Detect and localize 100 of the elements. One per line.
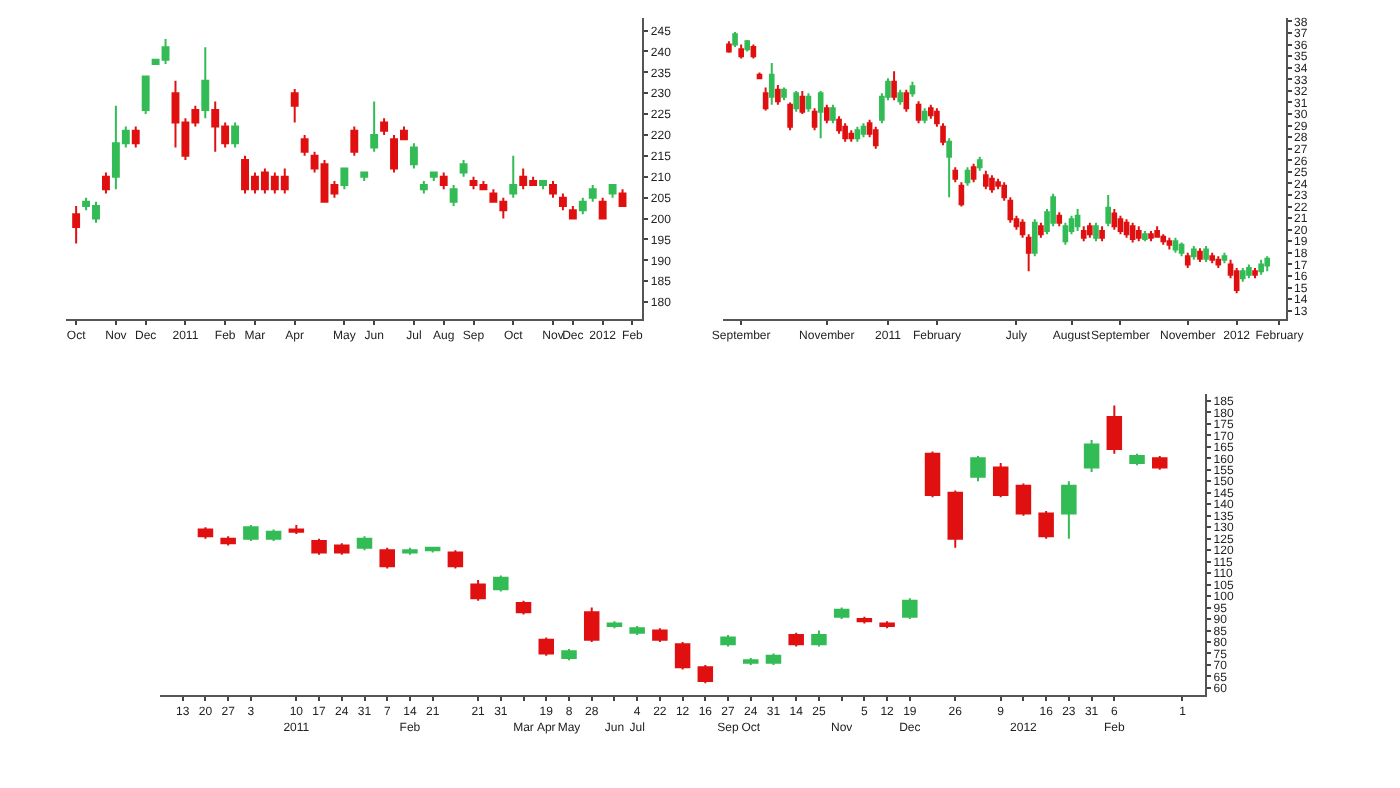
candlestick — [449, 184, 458, 207]
candlestick — [618, 188, 627, 207]
candlestick — [897, 88, 904, 106]
candlestick — [726, 40, 732, 54]
candlestick — [983, 169, 989, 191]
candlestick — [1135, 225, 1142, 243]
candlestick — [744, 38, 751, 53]
candlestick — [629, 624, 645, 637]
candlestick — [558, 192, 567, 212]
candlestick — [1117, 214, 1124, 236]
candlestick — [909, 80, 916, 98]
candlestick — [762, 86, 769, 112]
candlestick — [350, 125, 359, 157]
candlestick — [583, 606, 600, 643]
candlestick — [1184, 251, 1191, 269]
candlestick — [1233, 266, 1240, 295]
candlestick — [793, 89, 800, 113]
candlestick — [720, 634, 736, 648]
candlestick — [493, 574, 509, 593]
candlestick — [288, 523, 305, 536]
candlestick — [131, 125, 140, 149]
candlestick — [958, 181, 965, 208]
candlestick — [1148, 229, 1154, 243]
candlestick — [1111, 207, 1118, 231]
candlestick — [447, 549, 464, 570]
candlestick — [915, 100, 922, 125]
candlestick — [848, 129, 855, 143]
candlestick — [419, 179, 428, 195]
candlestick — [799, 89, 806, 116]
candlestick — [836, 115, 842, 135]
candlestick — [1038, 510, 1054, 540]
candlestick — [976, 155, 983, 172]
candlestick — [1258, 258, 1264, 276]
candlestick — [379, 546, 395, 570]
candlestick — [743, 657, 759, 666]
candlestick — [1093, 221, 1099, 243]
candlestick — [1142, 229, 1148, 243]
candlestick — [1038, 221, 1044, 239]
candlestick — [921, 107, 928, 125]
candlestick — [697, 663, 714, 685]
candlestick — [1246, 263, 1252, 280]
candlestick — [201, 46, 210, 120]
candlestick — [1209, 251, 1216, 265]
candlestick — [439, 171, 448, 191]
candlestick — [409, 142, 418, 170]
candlestick — [891, 70, 897, 102]
candlestick — [1061, 480, 1077, 540]
candlestick — [72, 205, 81, 245]
candlestick — [1123, 218, 1130, 239]
candlestick — [1050, 192, 1056, 228]
candlestick — [1154, 225, 1160, 239]
candlestick — [515, 599, 532, 616]
candlestick — [787, 101, 793, 132]
candlestick — [141, 75, 150, 116]
candlestick — [738, 43, 744, 60]
candlestick — [459, 159, 468, 178]
candlestick — [1239, 266, 1246, 283]
candlestick — [1129, 452, 1145, 467]
candlestick — [1062, 221, 1069, 246]
candlestick — [952, 166, 959, 184]
candlestick — [1083, 438, 1100, 474]
candlestick — [1160, 233, 1167, 246]
candlestick — [989, 174, 995, 194]
candlestick — [1172, 236, 1179, 254]
candlestick — [842, 122, 848, 143]
candlestick — [652, 627, 668, 643]
candlestick — [568, 205, 577, 220]
candlestick — [992, 461, 1009, 499]
candlestick — [1105, 194, 1112, 228]
candlestick — [781, 86, 787, 102]
candlestick — [1087, 221, 1093, 239]
candlestick — [340, 167, 349, 191]
candlestick — [608, 184, 617, 199]
candlestick — [903, 88, 910, 113]
candlestick — [538, 636, 555, 657]
candlestick — [860, 122, 867, 139]
candlestick — [811, 107, 818, 132]
candlestick — [768, 62, 775, 106]
candlestick — [356, 535, 373, 552]
candlestick — [817, 89, 824, 140]
candlestick — [578, 196, 587, 216]
candlestick — [549, 179, 557, 199]
candlestick — [311, 537, 327, 556]
candlestick — [970, 455, 986, 483]
candlestick — [300, 133, 309, 157]
candlestick — [1015, 482, 1032, 517]
candlestick — [924, 450, 941, 499]
candlestick — [833, 606, 850, 621]
candlestick — [927, 103, 934, 120]
candlestick — [1129, 221, 1136, 244]
candlestick — [830, 103, 836, 125]
candlestick — [539, 179, 548, 191]
candlestick — [509, 154, 518, 199]
candlestick — [561, 647, 577, 662]
candlestick — [265, 528, 282, 542]
candlestick — [750, 43, 757, 60]
candlestick — [947, 489, 964, 549]
candlestick — [788, 631, 804, 648]
candlestick — [765, 652, 782, 666]
candlestick — [598, 196, 607, 220]
